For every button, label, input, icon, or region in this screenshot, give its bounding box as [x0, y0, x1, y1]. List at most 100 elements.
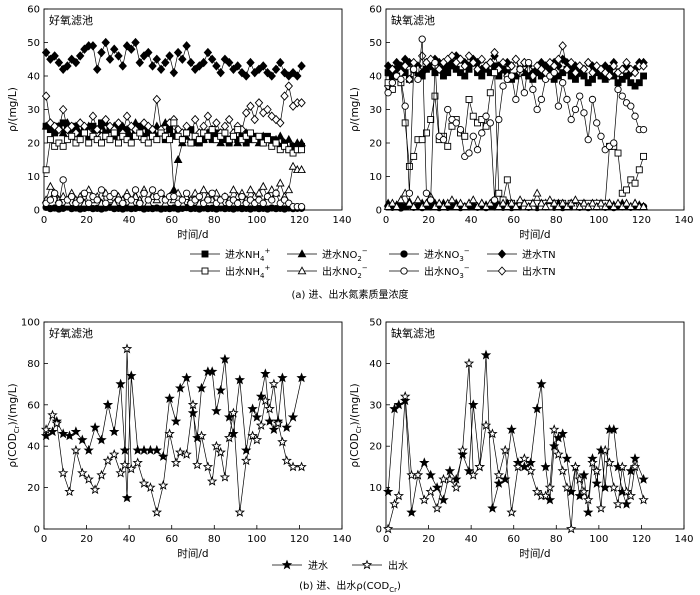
- data-point: [169, 185, 179, 194]
- legend-item: 进水TN: [487, 249, 556, 261]
- data-point: [494, 64, 504, 74]
- data-point: [287, 461, 299, 472]
- data-point: [271, 64, 281, 74]
- data-point: [254, 188, 264, 197]
- data-point: [246, 101, 255, 111]
- data-point: [151, 444, 163, 455]
- data-point: [58, 428, 69, 439]
- x-tick-label: 120: [632, 534, 651, 545]
- data-point: [247, 430, 258, 441]
- data-point: [234, 199, 242, 207]
- data-point: [187, 139, 195, 147]
- data-point: [68, 132, 76, 140]
- data-point: [487, 502, 498, 513]
- x-tick-label: 20: [422, 215, 435, 226]
- data-point: [614, 149, 622, 157]
- data-point: [186, 57, 196, 68]
- data-point: [47, 409, 58, 420]
- data-point: [131, 186, 140, 194]
- data-point: [131, 37, 140, 48]
- data-point: [554, 54, 563, 64]
- legend-marker: [297, 249, 307, 258]
- legend-marker: [201, 250, 209, 258]
- data-point: [229, 185, 238, 194]
- data-point: [152, 121, 162, 130]
- data-point: [115, 378, 126, 389]
- data-point: [554, 102, 563, 110]
- data-point: [389, 498, 400, 509]
- data-point: [604, 457, 615, 468]
- data-point: [251, 434, 263, 445]
- data-point: [132, 457, 143, 468]
- y-tick-label: 40: [369, 72, 382, 83]
- legend-label: 出水TN: [522, 265, 556, 278]
- data-point: [525, 465, 536, 476]
- data-point: [246, 57, 255, 68]
- data-point: [465, 149, 473, 157]
- x-tick-label: 80: [208, 534, 221, 545]
- data-point: [478, 72, 486, 80]
- legend-marker: [361, 559, 373, 570]
- data-point: [638, 473, 649, 484]
- data-point: [221, 129, 229, 137]
- legend-label: 进水: [308, 560, 328, 572]
- data-point: [145, 482, 156, 493]
- data-point: [173, 47, 183, 58]
- data-point: [566, 57, 576, 68]
- data-point: [164, 393, 175, 404]
- data-point: [431, 58, 439, 67]
- data-point: [195, 136, 203, 144]
- data-point: [622, 198, 631, 207]
- y-tick-label: 0: [34, 525, 40, 536]
- series-out: [40, 343, 307, 517]
- data-point: [574, 473, 585, 484]
- data-point: [169, 67, 179, 78]
- plot-frame: [43, 8, 343, 211]
- data-point: [531, 486, 543, 497]
- data-point: [413, 195, 423, 204]
- data-point: [605, 71, 614, 81]
- data-point: [482, 112, 490, 120]
- data-point: [461, 72, 469, 80]
- data-point: [268, 196, 276, 204]
- data-point: [561, 482, 573, 493]
- y-axis-label: ρ/(mg/L): [349, 87, 361, 132]
- x-tick-label: 140: [674, 215, 693, 226]
- data-point: [520, 89, 529, 97]
- data-point: [174, 382, 186, 393]
- data-point: [477, 54, 486, 64]
- data-point: [178, 54, 187, 64]
- data-point: [410, 65, 418, 73]
- data-point: [118, 61, 127, 71]
- data-point: [182, 189, 191, 197]
- data-point: [207, 366, 218, 377]
- data-point: [204, 132, 212, 140]
- data-point: [89, 422, 101, 433]
- data-point: [64, 486, 75, 497]
- data-point: [486, 119, 494, 127]
- data-point: [609, 61, 618, 71]
- data-point: [277, 372, 288, 383]
- data-point: [396, 195, 406, 204]
- y-tick-label: 50: [369, 318, 382, 329]
- y-tick-label: 20: [369, 442, 382, 453]
- data-point: [465, 65, 473, 73]
- legend-item: 进水NH4+: [190, 247, 270, 263]
- caption-b: (b) 进、出水ρ(CODCr): [299, 579, 401, 594]
- data-point: [629, 461, 641, 472]
- data-point: [405, 162, 413, 170]
- data-point: [618, 92, 626, 100]
- data-point: [412, 469, 424, 480]
- x-axis-label: 时间/d: [177, 228, 208, 241]
- data-point: [444, 473, 456, 484]
- data-point: [427, 196, 435, 204]
- data-point: [596, 198, 606, 207]
- data-point: [276, 57, 285, 68]
- data-point: [461, 132, 469, 140]
- data-point: [88, 41, 98, 51]
- data-point: [540, 461, 551, 472]
- plot-frame: [385, 321, 685, 530]
- data-point: [559, 79, 567, 87]
- data-point: [221, 192, 229, 201]
- legend-marker: [497, 249, 507, 259]
